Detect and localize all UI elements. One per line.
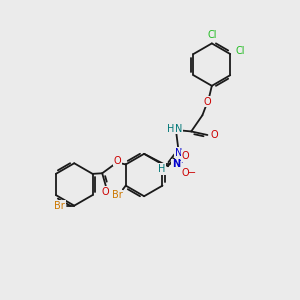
Text: O: O [114,156,121,166]
Text: N: N [175,148,182,158]
Text: H: H [167,124,174,134]
Text: O: O [102,187,110,197]
Text: Cl: Cl [207,30,217,40]
Text: N: N [172,159,180,170]
Text: Br: Br [112,190,122,200]
Text: O: O [182,168,190,178]
Text: Br: Br [54,201,65,211]
Text: N: N [175,124,182,134]
Text: +: + [178,155,184,164]
Text: O: O [204,97,211,107]
Text: Cl: Cl [236,46,245,56]
Text: −: − [188,168,196,178]
Text: H: H [158,164,165,174]
Text: O: O [210,130,218,140]
Text: O: O [182,151,190,161]
